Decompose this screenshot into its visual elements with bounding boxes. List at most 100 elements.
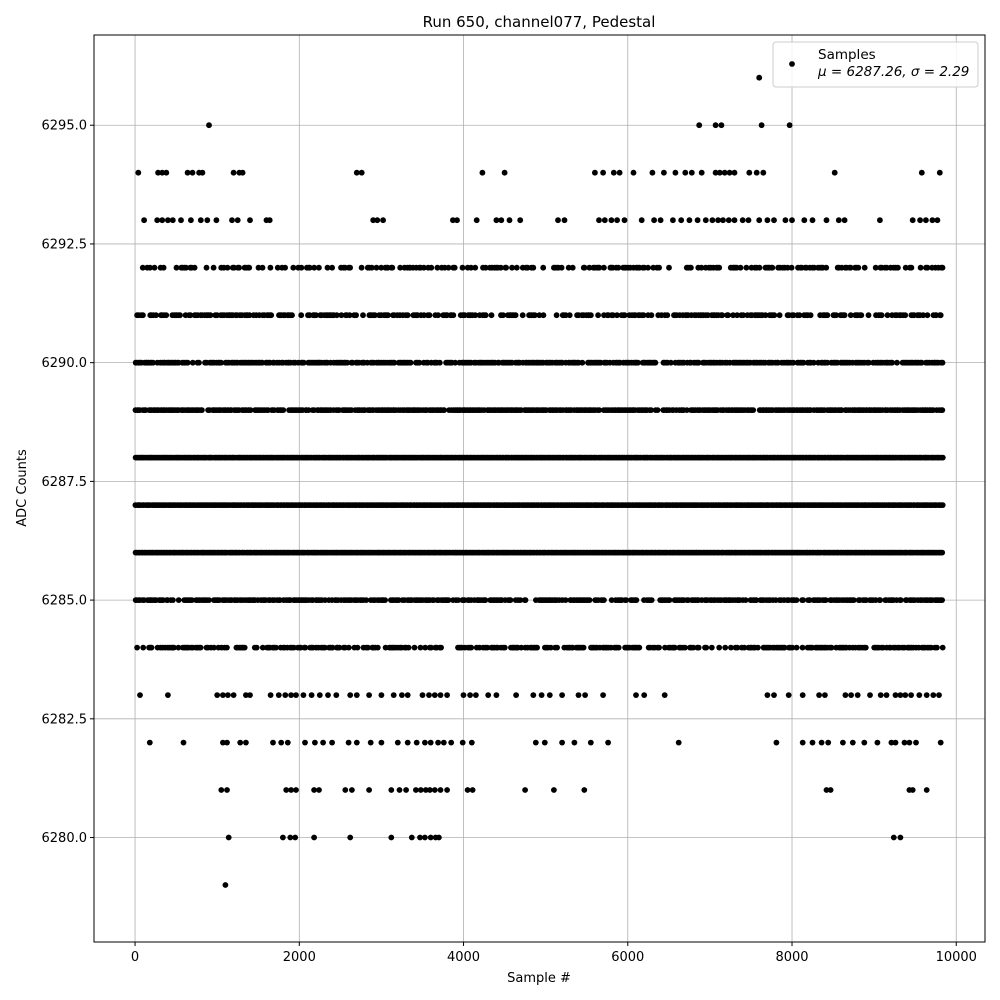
data-point [246, 312, 253, 319]
data-point [596, 407, 603, 413]
data-point [610, 169, 617, 176]
data-point [444, 692, 450, 698]
data-point [267, 264, 274, 271]
data-point [696, 122, 703, 129]
data-point [509, 264, 515, 271]
data-point [636, 644, 643, 651]
data-point [827, 787, 834, 793]
y-tick-label: 6287.5 [42, 475, 88, 490]
data-point [374, 217, 381, 224]
data-point [785, 692, 792, 698]
data-point [473, 217, 480, 224]
data-point [861, 264, 868, 271]
data-point [682, 169, 689, 176]
data-point [571, 739, 578, 746]
data-point [866, 359, 872, 366]
data-point [268, 312, 275, 319]
data-point [479, 169, 486, 176]
data-point [740, 312, 747, 319]
y-tick-label: 6285.0 [42, 594, 88, 609]
data-point [388, 787, 395, 793]
data-point [895, 264, 901, 271]
data-point [468, 264, 474, 271]
data-point [760, 169, 767, 176]
data-point [159, 169, 166, 176]
data-point [569, 264, 576, 271]
data-point [243, 739, 249, 746]
data-point [840, 739, 846, 746]
data-point [581, 264, 588, 271]
data-point [892, 739, 899, 746]
data-point [517, 597, 524, 603]
data-point [648, 597, 655, 603]
data-point [587, 739, 594, 746]
y-tick-label: 6280.0 [42, 831, 88, 846]
data-point [422, 739, 428, 746]
data-point [225, 834, 232, 841]
data-point [690, 644, 697, 651]
data-point [936, 692, 942, 698]
data-point [378, 692, 385, 698]
data-point [901, 739, 908, 746]
data-point [237, 739, 244, 746]
data-point [730, 312, 736, 319]
data-point [313, 312, 319, 319]
data-point [512, 312, 519, 319]
data-point [438, 644, 444, 651]
data-point [939, 502, 946, 508]
y-axis-label: ADC Counts [15, 449, 30, 527]
data-point [517, 217, 524, 224]
data-point [800, 359, 807, 366]
data-point [506, 217, 513, 224]
data-point [849, 739, 856, 746]
data-point [464, 787, 471, 793]
data-point [324, 264, 331, 271]
data-point [431, 692, 438, 698]
data-point [712, 169, 719, 176]
data-point [184, 169, 191, 176]
y-axis-ticks: 6280.0 6282.5 6285.0 6287.5 6290.0 6292.5 6295… [42, 119, 94, 846]
data-point [758, 122, 765, 129]
data-point [807, 312, 814, 319]
data-point [865, 312, 872, 319]
data-point [739, 217, 746, 224]
data-point [582, 692, 588, 698]
data-point [373, 264, 380, 271]
data-point [153, 312, 159, 319]
data-point [306, 264, 313, 271]
data-point [472, 312, 479, 319]
data-point [902, 692, 909, 698]
data-point [799, 644, 806, 651]
data-point [688, 264, 694, 271]
data-point [939, 264, 946, 271]
data-point [734, 312, 740, 319]
data-point [741, 644, 748, 651]
data-point [399, 692, 405, 698]
data-point [633, 597, 640, 603]
data-point [786, 122, 793, 129]
data-point [428, 644, 434, 651]
data-point [292, 834, 299, 841]
data-point [459, 739, 466, 746]
data-point [822, 692, 828, 698]
data-point [347, 692, 354, 698]
data-point [333, 692, 340, 698]
data-point [695, 359, 702, 366]
data-point [370, 217, 377, 224]
data-point [454, 217, 460, 224]
data-point [534, 644, 540, 651]
data-point [173, 264, 180, 271]
y-tick-label: 6292.5 [42, 237, 88, 252]
data-point [823, 787, 830, 793]
data-point [436, 359, 443, 366]
data-point [188, 217, 194, 224]
x-tick-label: 4000 [447, 950, 480, 965]
data-point [902, 312, 909, 319]
data-point [848, 692, 854, 698]
data-point [939, 597, 945, 603]
data-point [698, 169, 705, 176]
data-point [661, 692, 668, 698]
data-point [615, 264, 622, 271]
data-point [546, 692, 553, 698]
